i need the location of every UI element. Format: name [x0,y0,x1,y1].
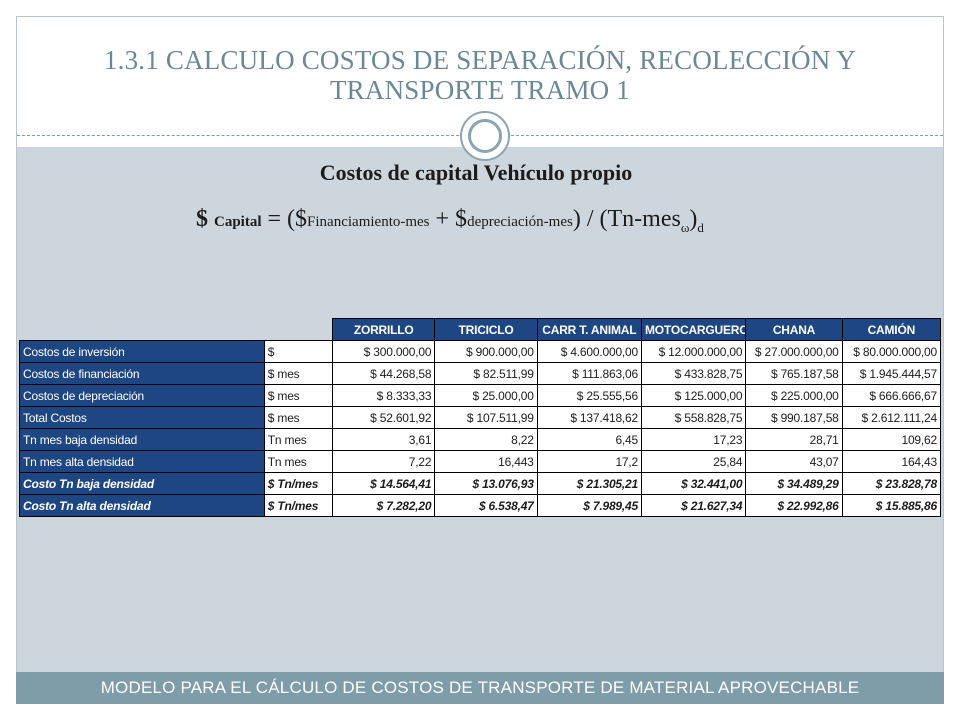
table-cell: $ 27.000.000,00 [745,340,843,363]
circle-ornament-icon [460,111,510,161]
formula-capital: Capital [214,214,262,230]
formula-eq-open: = ($ [267,206,308,232]
table-cell: 17,23 [640,428,747,451]
table-cell: $ 4.600.000,00 [536,340,643,363]
formula-financ: Financiamiento-mes [307,214,430,230]
table-cell: $ 12.000.000,00 [640,340,747,363]
header-blank [264,318,333,341]
table-cell: 17,2 [536,450,643,473]
table-row: Tn mes alta densidad Tn mes 7,22 16,443 … [19,450,942,473]
row-unit: $ mes [263,406,334,429]
table-cell: $ 1.945.444,57 [841,362,942,385]
table-cell: $ 82.511,99 [434,362,538,385]
table-cell: $ 137.418,62 [536,406,643,429]
table-cell: $ 2.612.111,24 [841,406,942,429]
row-label: Tn mes alta densidad [19,450,265,473]
table-cell: $ 990.187,58 [745,406,843,429]
cost-table: ZORRILLO TRICICLO CARR T. ANIMAL MOTOCAR… [19,318,942,517]
table-row: Costos de inversión $ $ 300.000,00 $ 900… [19,340,942,363]
column-header: TRICICLO [434,318,538,341]
table-cell: $ 8.333,33 [332,384,436,407]
table-cell: $ 107.511,99 [434,406,538,429]
row-label: Tn mes baja densidad [19,428,265,451]
table-cell: 164,43 [841,450,942,473]
table-cell: 43,07 [745,450,843,473]
row-label: Costos de inversión [19,340,265,363]
formula-d: d [697,219,704,235]
table-cell: 25,84 [640,450,747,473]
table-cell: 8,22 [434,428,538,451]
table-cell: $ 666.666,67 [841,384,942,407]
formula: $ Capital = ($Financiamiento-mes + $depr… [196,206,704,236]
table-cell: $ 15.885,86 [841,494,942,517]
table-cell: $ 22.992,86 [745,494,843,517]
row-label: Costo Tn alta densidad [19,494,265,517]
table-cell: 28,71 [745,428,843,451]
title-line-2: TRANSPORTE TRAMO 1 [329,75,631,105]
table-cell: $ 7.989,45 [536,494,643,517]
row-unit: $ [263,340,334,363]
table-row: Tn mes baja densidad Tn mes 3,61 8,22 6,… [19,428,942,451]
table-cell: 109,62 [841,428,942,451]
table-cell: $ 225.000,00 [745,384,843,407]
row-label: Costos de depreciación [19,384,265,407]
row-label: Total Costos [19,406,265,429]
table-cell: $ 433.828,75 [640,362,747,385]
slide-title: 1.3.1 CALCULO COSTOS DE SEPARACIÓN, RECO… [57,45,903,105]
table-cell: $ 7.282,20 [332,494,436,517]
row-label: Costos de financiación [19,362,265,385]
row-unit: $ mes [263,362,334,385]
table-cell: $ 765.187,58 [745,362,843,385]
table-cell: $ 300.000,00 [332,340,436,363]
column-header: CHANA [745,318,843,341]
formula-plus: + $ [429,206,468,232]
subtitle: Costos de capital Vehículo propio [319,160,633,185]
column-header: CARR T. ANIMAL [536,318,643,341]
footer-banner: MODELO PARA EL CÁLCULO DE COSTOS DE TRAN… [16,672,944,704]
table-row: Total Costos $ mes $ 52.601,92 $ 107.511… [19,406,942,429]
row-unit: $ Tn/mes [263,472,334,495]
row-unit: Tn mes [263,428,334,451]
formula-omega: ω [680,219,690,235]
table-cell: 3,61 [332,428,436,451]
header-blank [19,318,265,341]
table-cell: $ 21.305,21 [536,472,643,495]
table-cell: $ 52.601,92 [332,406,436,429]
table-cell: 7,22 [332,450,436,473]
table-header-row: ZORRILLO TRICICLO CARR T. ANIMAL MOTOCAR… [19,318,942,341]
table-cell: $ 80.000.000,00 [841,340,942,363]
column-header: MOTOCARGUERO [640,318,747,341]
table-cell: $ 32.441,00 [640,472,747,495]
table-cell: $ 21.627,34 [640,494,747,517]
formula-close: ) / (Tn-mes [572,206,681,232]
table-row: Costo Tn alta densidad $ Tn/mes $ 7.282,… [19,494,942,517]
formula-paren: ) [689,206,698,232]
row-unit: Tn mes [263,450,334,473]
table-row: Costo Tn baja densidad $ Tn/mes $ 14.564… [19,472,942,495]
table-cell: $ 25.555,56 [536,384,643,407]
table-cell: $ 14.564,41 [332,472,436,495]
table-cell: $ 558.828,75 [640,406,747,429]
table-cell: $ 125.000,00 [640,384,747,407]
row-label: Costo Tn baja densidad [19,472,265,495]
table-cell: $ 900.000,00 [434,340,538,363]
table-cell: 16,443 [434,450,538,473]
table-cell: $ 34.489,29 [745,472,843,495]
table-cell: $ 13.076,93 [434,472,538,495]
column-header: ZORRILLO [332,318,436,341]
title-line-1: 1.3.1 CALCULO COSTOS DE SEPARACIÓN, RECO… [103,45,857,75]
table-cell: $ 44.268,58 [332,362,436,385]
table-cell: 6,45 [536,428,643,451]
table-cell: $ 23.828,78 [841,472,942,495]
table-row: Costos de depreciación $ mes $ 8.333,33 … [19,384,942,407]
table-cell: $ 25.000,00 [434,384,538,407]
formula-deprec: depreciación-mes [467,214,573,230]
row-unit: $ mes [263,384,334,407]
row-unit: $ Tn/mes [263,494,334,517]
table-row: Costos de financiación $ mes $ 44.268,58… [19,362,942,385]
formula-dollar: $ [196,206,208,232]
column-header: CAMIÓN [841,318,942,341]
table-cell: $ 111.863,06 [536,362,643,385]
table-cell: $ 6.538,47 [434,494,538,517]
